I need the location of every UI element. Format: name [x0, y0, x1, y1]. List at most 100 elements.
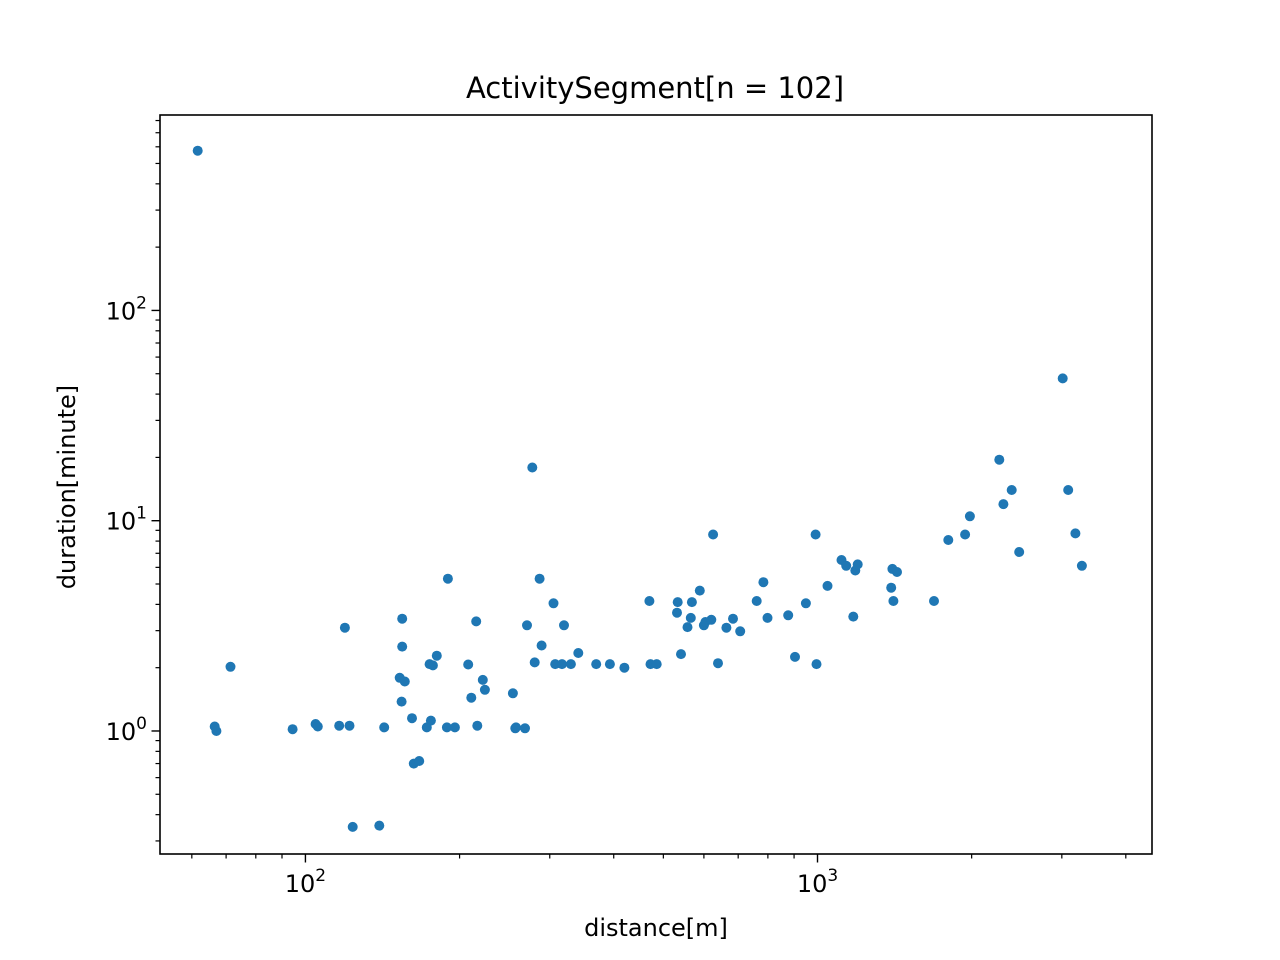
- data-point: [396, 696, 407, 707]
- data-point: [347, 821, 358, 832]
- data-point: [211, 726, 222, 736]
- data-point: [477, 674, 488, 685]
- data-point: [507, 688, 518, 699]
- data-point: [463, 659, 474, 670]
- minor-ticks: [155, 119, 1127, 859]
- data-point: [888, 596, 899, 606]
- data-point: [758, 577, 769, 588]
- data-point: [557, 659, 567, 670]
- data-point: [344, 720, 355, 731]
- data-point: [822, 580, 833, 591]
- x-axis-label: distance[m]: [584, 914, 728, 942]
- data-point: [929, 596, 939, 606]
- data-point: [414, 756, 425, 766]
- data-point: [841, 560, 852, 571]
- data-point: [964, 511, 975, 522]
- data-point: [848, 611, 859, 622]
- data-point: [713, 658, 723, 669]
- data-point: [339, 622, 350, 633]
- data-point: [852, 559, 863, 570]
- data-point: [751, 596, 762, 606]
- data-point: [225, 661, 236, 672]
- data-point: [431, 650, 442, 661]
- data-point: [672, 607, 682, 618]
- data-point: [536, 640, 547, 651]
- data-point: [520, 723, 530, 734]
- data-point: [708, 529, 719, 540]
- data-point: [334, 720, 345, 731]
- data-point: [686, 597, 697, 608]
- data-point: [619, 662, 630, 673]
- data-point: [728, 613, 738, 624]
- data-point: [735, 626, 746, 637]
- plot-frame: [159, 114, 1153, 855]
- major-ticks: 102 103 100 101 102: [106, 293, 839, 898]
- data-point: [591, 659, 602, 670]
- data-point: [548, 598, 559, 609]
- data-point: [811, 659, 822, 670]
- data-point: [192, 145, 203, 156]
- data-point: [1014, 547, 1025, 557]
- data-point: [471, 616, 482, 627]
- data-point: [312, 721, 323, 732]
- y-tick-label: 100: [106, 714, 147, 746]
- data-point: [1006, 485, 1017, 495]
- data-point: [644, 596, 655, 606]
- data-point: [479, 684, 490, 695]
- data-point: [676, 649, 686, 660]
- data-points: [192, 145, 1087, 832]
- data-point: [943, 535, 954, 545]
- data-point: [762, 612, 773, 623]
- data-point: [559, 620, 569, 631]
- data-point: [287, 724, 298, 735]
- data-point: [374, 820, 385, 831]
- data-point: [706, 614, 717, 625]
- y-axis-label: duration[minute]: [53, 385, 81, 589]
- x-tick-label: 103: [797, 866, 838, 898]
- data-point: [604, 659, 615, 670]
- data-point: [399, 676, 410, 687]
- data-point: [534, 573, 545, 584]
- data-point: [565, 659, 576, 670]
- data-point: [1070, 528, 1081, 539]
- data-point: [1057, 373, 1068, 384]
- data-point: [573, 648, 584, 658]
- data-point: [783, 610, 794, 621]
- data-point: [527, 462, 538, 473]
- data-point: [651, 659, 662, 670]
- data-point: [886, 582, 897, 593]
- data-point: [994, 454, 1005, 465]
- chart-title: ActivitySegment[n = 102]: [466, 71, 844, 105]
- data-point: [1076, 560, 1087, 571]
- data-point: [682, 622, 693, 633]
- data-point: [998, 499, 1009, 510]
- data-point: [441, 722, 452, 733]
- data-point: [721, 622, 732, 633]
- data-point: [694, 585, 705, 596]
- data-point: [407, 713, 417, 724]
- y-tick-label: 102: [106, 293, 147, 325]
- data-point: [427, 660, 438, 671]
- x-tick-label: 102: [285, 866, 326, 898]
- data-point: [511, 722, 521, 733]
- data-point: [960, 529, 971, 540]
- data-point: [466, 692, 477, 703]
- data-point: [800, 598, 811, 609]
- data-point: [449, 722, 460, 733]
- data-point: [397, 613, 408, 624]
- data-point: [529, 657, 540, 668]
- data-point: [522, 620, 532, 631]
- data-point: [685, 612, 696, 623]
- data-point: [442, 573, 453, 584]
- data-point: [379, 722, 390, 733]
- data-point: [397, 641, 408, 652]
- data-point: [425, 715, 436, 726]
- data-point: [790, 651, 800, 662]
- y-tick-label: 101: [106, 504, 147, 536]
- data-point: [892, 567, 902, 577]
- data-point: [1063, 485, 1074, 495]
- data-point: [672, 597, 683, 608]
- data-point: [810, 529, 821, 540]
- data-point: [472, 720, 483, 731]
